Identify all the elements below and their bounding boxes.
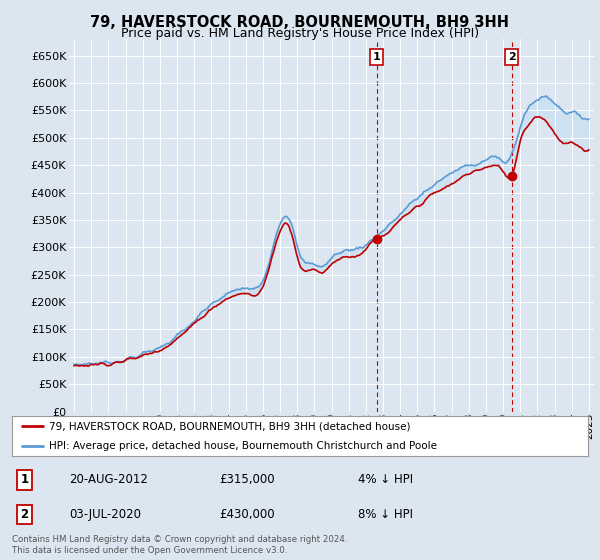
Text: £315,000: £315,000 <box>220 473 275 487</box>
Text: 1: 1 <box>20 473 29 487</box>
Text: £430,000: £430,000 <box>220 508 275 521</box>
Text: HPI: Average price, detached house, Bournemouth Christchurch and Poole: HPI: Average price, detached house, Bour… <box>49 441 437 451</box>
Text: 03-JUL-2020: 03-JUL-2020 <box>70 508 142 521</box>
Text: 79, HAVERSTOCK ROAD, BOURNEMOUTH, BH9 3HH: 79, HAVERSTOCK ROAD, BOURNEMOUTH, BH9 3H… <box>91 15 509 30</box>
Text: 8% ↓ HPI: 8% ↓ HPI <box>358 508 413 521</box>
Text: 2: 2 <box>508 52 515 62</box>
Text: Contains HM Land Registry data © Crown copyright and database right 2024.
This d: Contains HM Land Registry data © Crown c… <box>12 535 347 555</box>
Text: 20-AUG-2012: 20-AUG-2012 <box>70 473 148 487</box>
Text: 1: 1 <box>373 52 380 62</box>
Text: 79, HAVERSTOCK ROAD, BOURNEMOUTH, BH9 3HH (detached house): 79, HAVERSTOCK ROAD, BOURNEMOUTH, BH9 3H… <box>49 421 411 431</box>
Text: 2: 2 <box>20 508 29 521</box>
Text: Price paid vs. HM Land Registry's House Price Index (HPI): Price paid vs. HM Land Registry's House … <box>121 27 479 40</box>
Text: 4% ↓ HPI: 4% ↓ HPI <box>358 473 413 487</box>
